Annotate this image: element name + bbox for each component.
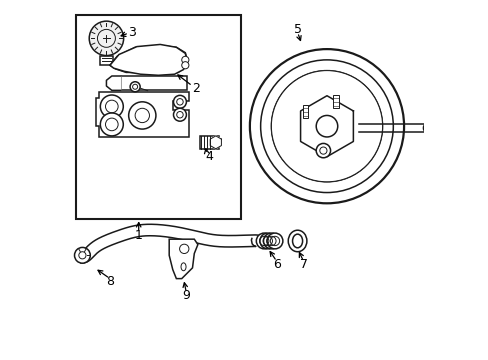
Circle shape [173,95,186,108]
Text: 6: 6 [272,258,280,271]
Polygon shape [96,92,188,137]
Circle shape [256,233,271,249]
Circle shape [260,233,275,249]
Polygon shape [110,45,187,74]
Circle shape [128,102,156,129]
Text: 4: 4 [205,150,213,163]
Circle shape [179,244,188,253]
Text: 7: 7 [299,258,307,271]
Polygon shape [210,136,221,149]
Circle shape [423,122,434,134]
Circle shape [74,247,90,263]
Circle shape [266,233,282,249]
Ellipse shape [292,234,302,248]
Bar [302,105,308,118]
Circle shape [130,82,140,92]
Bar [121,76,187,90]
Circle shape [263,233,279,249]
Circle shape [100,113,123,136]
Text: 1: 1 [135,229,142,242]
Circle shape [316,143,330,158]
Text: 9: 9 [182,289,190,302]
Circle shape [89,21,123,55]
Circle shape [316,116,337,137]
Circle shape [100,95,123,118]
Circle shape [182,56,188,63]
Circle shape [271,71,382,182]
Text: 2: 2 [192,82,200,95]
Text: 8: 8 [106,275,114,288]
Ellipse shape [181,263,185,271]
Circle shape [173,108,186,121]
Polygon shape [169,239,198,279]
Bar [76,15,241,220]
Ellipse shape [287,230,306,252]
Bar [199,136,219,149]
Polygon shape [300,96,353,157]
Polygon shape [106,76,121,90]
Circle shape [182,62,188,69]
Text: 5: 5 [293,23,301,36]
Polygon shape [110,44,187,75]
Polygon shape [100,55,113,65]
Text: 3: 3 [127,27,135,40]
Bar [332,95,338,108]
